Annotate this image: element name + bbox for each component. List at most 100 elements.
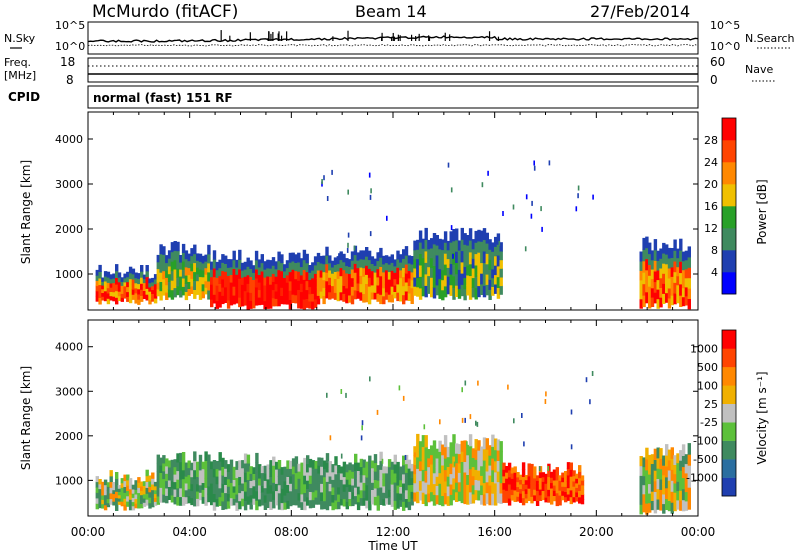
power-echo-cell <box>365 256 369 266</box>
power-echo-cell <box>210 284 214 293</box>
power-echo-scatter <box>530 213 533 219</box>
freq-panel-frame <box>87 57 699 83</box>
velocity-colorbar-segment <box>722 348 736 368</box>
power-echo-cell <box>446 249 451 260</box>
velocity-echo-cell <box>533 472 537 479</box>
power-echo-cell <box>117 286 122 292</box>
velocity-echo-cell <box>98 479 102 485</box>
velocity-echo-cell <box>356 470 361 479</box>
velocity-echo-cell <box>269 460 273 469</box>
velocity-echo-cell <box>502 495 506 503</box>
velocity-echo-cell <box>196 491 200 499</box>
velocity-echo-cell <box>404 454 409 465</box>
velocity-echo-cell <box>176 470 180 480</box>
velocity-echo-cell <box>348 462 352 471</box>
power-echo-cell <box>148 286 152 292</box>
velocity-echo-cell <box>404 481 409 491</box>
velocity-echo-cell <box>413 491 417 502</box>
power-echo-cell <box>260 254 264 264</box>
power-echo-cell <box>396 267 400 277</box>
power-echo-cell <box>232 294 236 305</box>
velocity-echo-cell <box>673 473 677 484</box>
power-echo-scatter <box>331 169 333 175</box>
power-echo-cell <box>316 269 321 279</box>
power-echo-cell <box>240 298 245 307</box>
power-echo-cell <box>117 291 122 297</box>
velocity-echo-cell <box>432 461 437 474</box>
velocity-echo-cell <box>221 475 225 485</box>
velocity-echo-scatter <box>538 466 541 472</box>
velocity-echo-cell <box>684 454 689 465</box>
velocity-echo-cell <box>480 446 484 457</box>
velocity-echo-cell <box>404 498 409 508</box>
velocity-echo-cell <box>275 476 279 484</box>
power-echo-cell <box>457 269 462 280</box>
velocity-echo-cell <box>311 468 316 477</box>
power-echo-cell <box>648 264 652 276</box>
velocity-echo-cell <box>679 490 683 501</box>
velocity-echo-cell <box>639 465 643 476</box>
velocity-echo-cell <box>193 469 197 480</box>
power-echo-cell <box>137 288 141 295</box>
power-echo-cell <box>311 285 315 294</box>
velocity-echo-cell <box>466 464 470 475</box>
power-echo-cell <box>243 276 248 284</box>
power-echo-cell <box>438 288 442 299</box>
velocity-echo-cell <box>485 470 489 483</box>
velocity-echo-cell <box>474 469 478 480</box>
velocity-echo-cell <box>218 452 222 462</box>
velocity-echo-cell <box>212 485 217 494</box>
power-echo-cell <box>477 229 481 242</box>
velocity-echo-cell <box>134 493 138 500</box>
power-echo-cell <box>457 288 462 299</box>
velocity-echo-cell <box>140 481 144 487</box>
power-echo-cell <box>313 298 318 308</box>
velocity-echo-cell <box>269 501 273 510</box>
velocity-echo-cell <box>662 455 666 466</box>
velocity-echo-cell <box>317 488 321 497</box>
power-echo-cell <box>427 248 431 259</box>
velocity-colorbar-segment <box>722 422 736 441</box>
velocity-echo-cell <box>430 482 434 493</box>
power-echo-cell <box>667 297 672 309</box>
velocity-echo-cell <box>502 489 506 497</box>
velocity-echo-cell <box>275 469 279 477</box>
power-echo-cell <box>316 261 321 271</box>
power-echo-cell <box>382 279 386 289</box>
power-echo-cell <box>142 278 147 284</box>
velocity-echo-scatter <box>570 444 573 450</box>
power-echo-cell <box>311 262 315 271</box>
velocity-echo-cell <box>359 474 364 483</box>
velocity-echo-cell <box>457 453 462 464</box>
velocity-echo-cell <box>650 481 655 492</box>
velocity-echo-cell <box>235 485 239 495</box>
power-echo-cell <box>474 276 478 289</box>
velocity-echo-cell <box>491 458 495 471</box>
velocity-echo-cell <box>460 461 464 473</box>
velocity-ytick-label: 4000 <box>55 341 83 354</box>
power-echo-cell <box>193 271 197 281</box>
power-echo-cell <box>325 280 329 290</box>
velocity-echo-cell <box>535 480 540 486</box>
velocity-echo-cell <box>275 461 279 470</box>
power-echo-cell <box>263 300 267 310</box>
power-echo-cell <box>367 294 372 305</box>
power-echo-cell <box>115 297 119 305</box>
velocity-echo-cell <box>137 497 141 504</box>
velocity-echo-cell <box>547 482 551 490</box>
velocity-echo-cell <box>241 460 245 469</box>
power-echo-cell <box>277 251 281 262</box>
power-echo-cell <box>260 287 264 297</box>
power-echo-cell <box>488 259 492 270</box>
velocity-echo-cell <box>255 471 259 482</box>
power-echo-cell <box>480 262 484 274</box>
power-echo-cell <box>204 261 208 269</box>
power-echo-cell <box>399 285 403 294</box>
power-echo-cell <box>430 286 434 298</box>
power-echo-cell <box>179 255 183 263</box>
power-echo-cell <box>249 284 253 293</box>
power-echo-cell <box>362 293 366 303</box>
power-echo-cell <box>435 274 439 286</box>
power-echo-cell <box>399 293 403 302</box>
